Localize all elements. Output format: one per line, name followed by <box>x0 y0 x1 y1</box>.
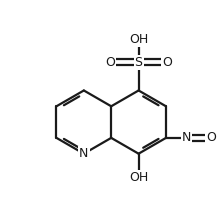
Text: O: O <box>162 56 172 68</box>
Text: N: N <box>79 147 88 160</box>
Text: O: O <box>206 131 216 144</box>
Text: OH: OH <box>129 171 148 184</box>
Text: O: O <box>105 56 115 68</box>
Text: N: N <box>182 131 191 144</box>
Text: OH: OH <box>129 33 148 46</box>
Text: S: S <box>135 56 143 68</box>
